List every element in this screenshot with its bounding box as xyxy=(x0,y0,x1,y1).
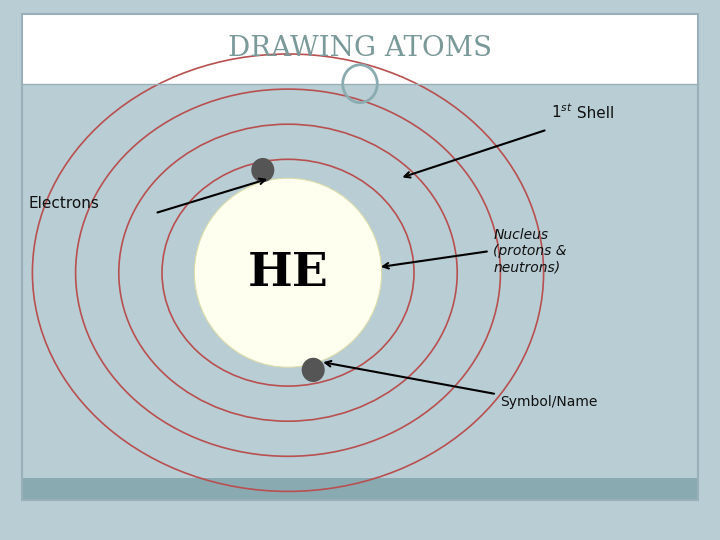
Text: HE: HE xyxy=(248,249,328,296)
Bar xyxy=(22,478,698,500)
Bar xyxy=(22,14,698,84)
Ellipse shape xyxy=(302,357,325,382)
Text: Shell: Shell xyxy=(572,106,615,122)
Text: $1^{st}$: $1^{st}$ xyxy=(551,103,572,122)
Text: DRAWING ATOMS: DRAWING ATOMS xyxy=(228,35,492,62)
Text: Electrons: Electrons xyxy=(29,195,99,211)
Ellipse shape xyxy=(194,178,382,367)
Text: Nucleus
(protons &
neutrons): Nucleus (protons & neutrons) xyxy=(493,228,567,274)
Bar xyxy=(22,84,698,500)
Ellipse shape xyxy=(251,158,274,182)
Text: Symbol/Name: Symbol/Name xyxy=(500,395,598,409)
